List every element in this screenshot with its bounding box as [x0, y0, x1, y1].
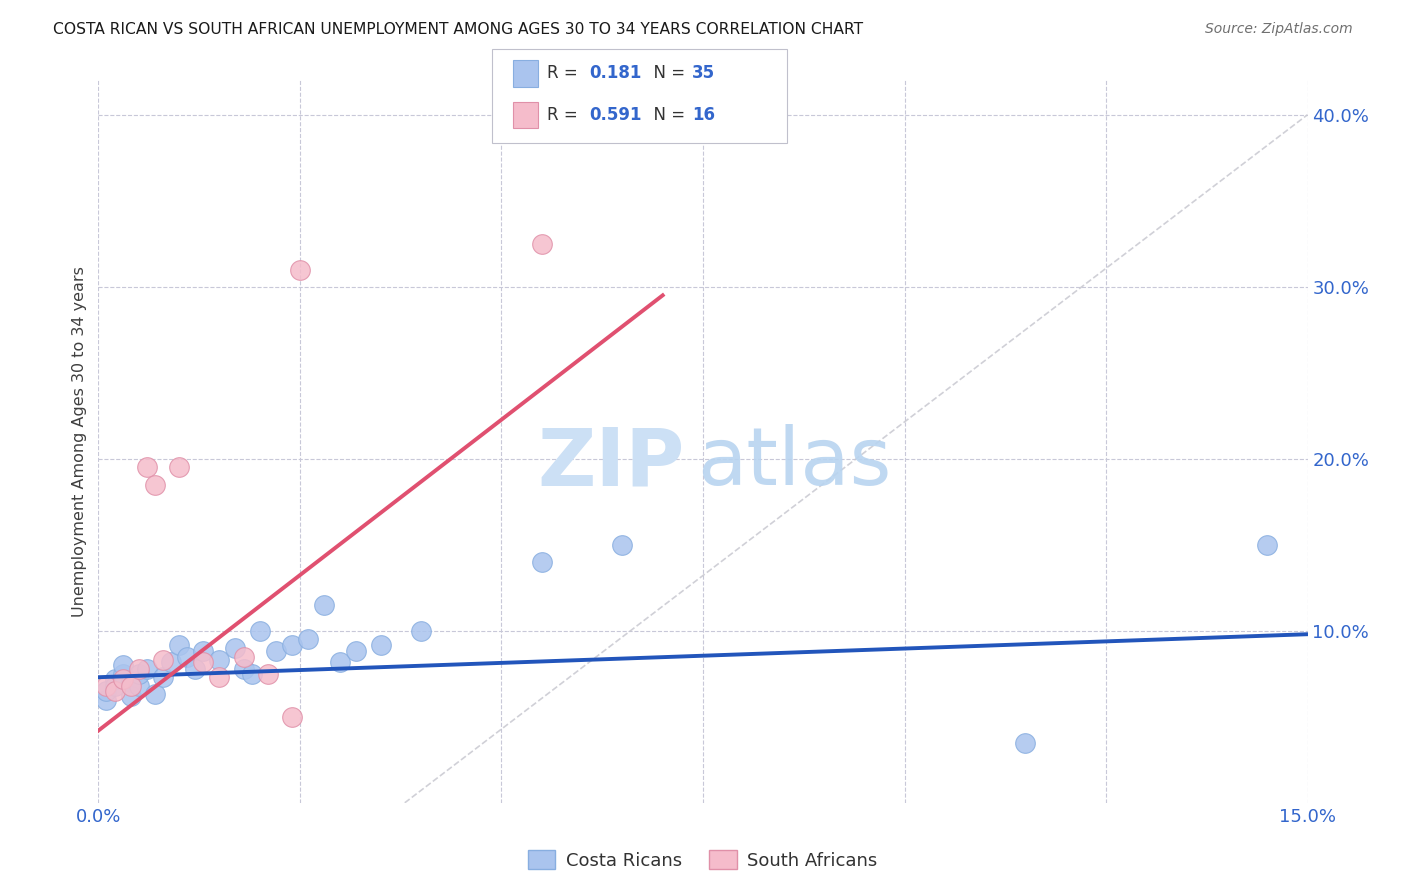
Text: 35: 35 — [692, 64, 714, 82]
Point — [208, 670, 231, 684]
Text: R =: R = — [547, 64, 583, 82]
Point — [128, 679, 150, 693]
Point — [120, 689, 142, 703]
Point — [152, 670, 174, 684]
Y-axis label: Unemployment Among Ages 30 to 34 years: Unemployment Among Ages 30 to 34 years — [72, 266, 87, 617]
Point — [264, 644, 287, 658]
Text: atlas: atlas — [697, 425, 891, 502]
Point — [96, 679, 118, 693]
Point — [288, 262, 311, 277]
Point — [297, 632, 319, 647]
Point — [232, 649, 254, 664]
Point — [344, 644, 367, 658]
Point — [240, 666, 263, 681]
Point — [208, 653, 231, 667]
Point — [120, 675, 142, 690]
Text: ZIP: ZIP — [537, 425, 685, 502]
Text: 0.591: 0.591 — [589, 106, 641, 124]
Point — [1256, 538, 1278, 552]
Point — [176, 649, 198, 664]
Legend: Costa Ricans, South Africans: Costa Ricans, South Africans — [522, 843, 884, 877]
Point — [193, 644, 215, 658]
Point — [143, 477, 166, 491]
Point — [314, 598, 336, 612]
Point — [111, 658, 134, 673]
Point — [193, 655, 215, 669]
Text: COSTA RICAN VS SOUTH AFRICAN UNEMPLOYMENT AMONG AGES 30 TO 34 YEARS CORRELATION : COSTA RICAN VS SOUTH AFRICAN UNEMPLOYMEN… — [53, 22, 863, 37]
Point — [530, 555, 553, 569]
Point — [128, 662, 150, 676]
Point — [103, 672, 125, 686]
Point — [111, 666, 134, 681]
Point — [167, 460, 190, 475]
Point — [329, 655, 352, 669]
Point — [135, 662, 157, 676]
Point — [370, 638, 392, 652]
Point — [409, 624, 432, 638]
Point — [111, 672, 134, 686]
Point — [232, 662, 254, 676]
Point — [249, 624, 271, 638]
Text: N =: N = — [643, 64, 690, 82]
Point — [184, 662, 207, 676]
Text: R =: R = — [547, 106, 583, 124]
Point — [143, 687, 166, 701]
Point — [103, 684, 125, 698]
Point — [96, 692, 118, 706]
Point — [96, 684, 118, 698]
Point — [160, 655, 183, 669]
Point — [224, 640, 246, 655]
Point — [103, 679, 125, 693]
Point — [120, 679, 142, 693]
Text: 16: 16 — [692, 106, 714, 124]
Point — [281, 638, 304, 652]
Point — [128, 666, 150, 681]
Point — [281, 710, 304, 724]
Point — [167, 638, 190, 652]
Text: Source: ZipAtlas.com: Source: ZipAtlas.com — [1205, 22, 1353, 37]
Text: 0.181: 0.181 — [589, 64, 641, 82]
Point — [135, 460, 157, 475]
Text: N =: N = — [643, 106, 690, 124]
Point — [1014, 735, 1036, 749]
Point — [530, 236, 553, 251]
Point — [612, 538, 634, 552]
Point — [152, 653, 174, 667]
Point — [256, 666, 278, 681]
